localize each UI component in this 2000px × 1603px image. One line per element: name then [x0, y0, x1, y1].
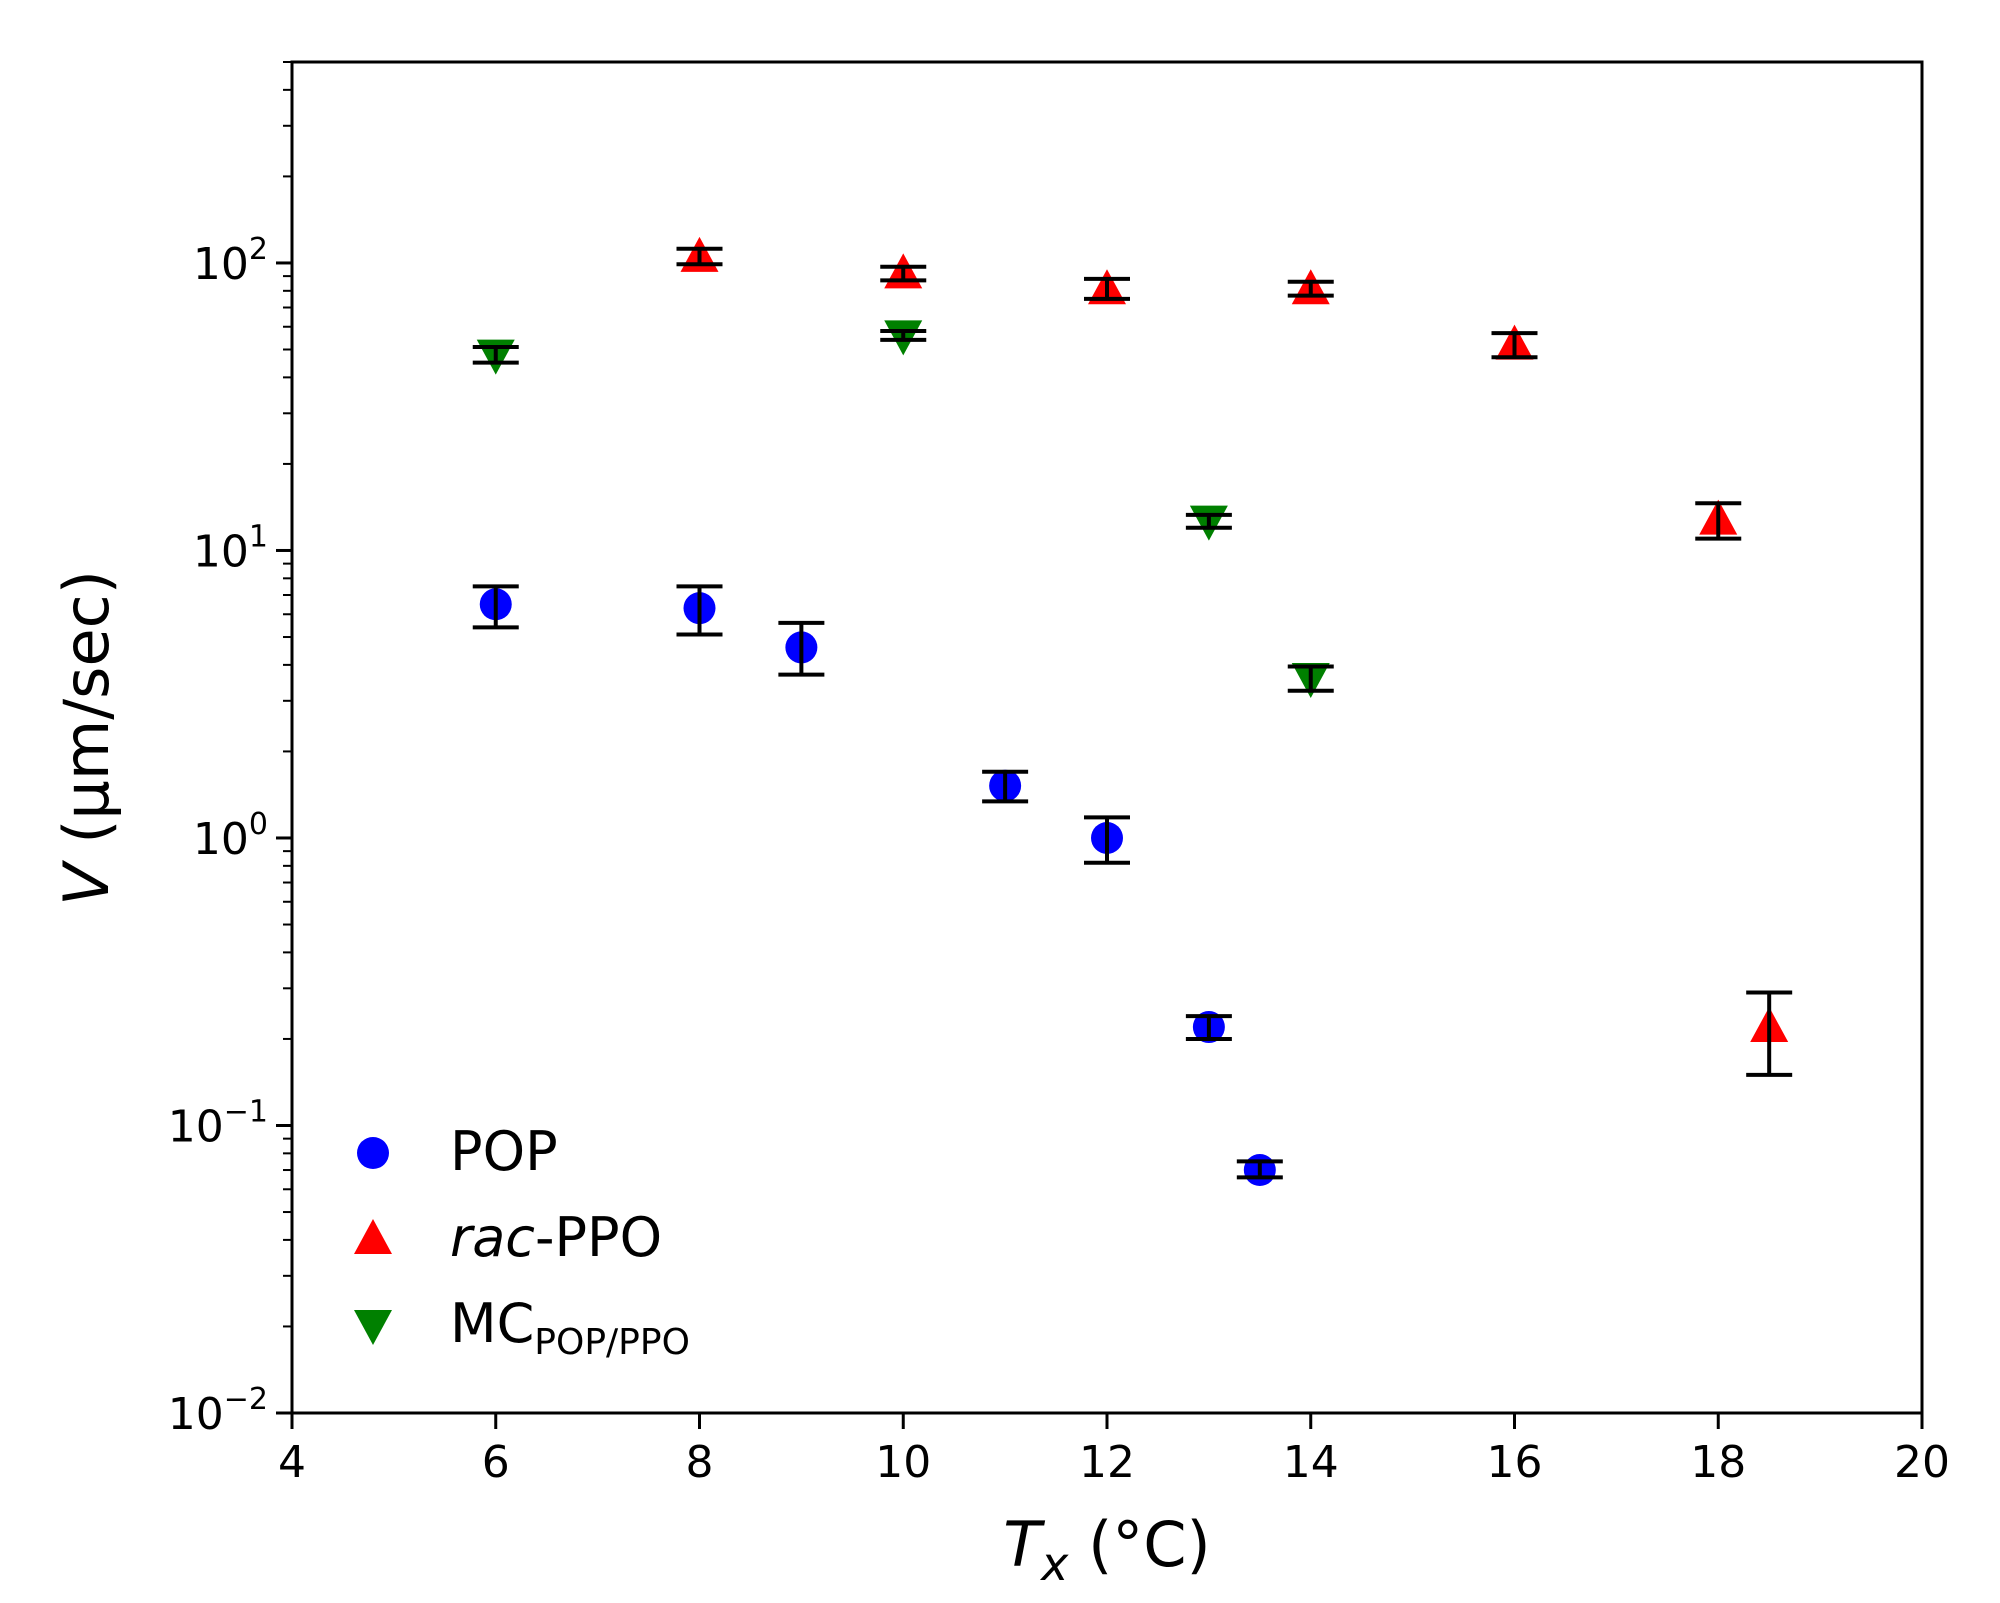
x-tick-label: 10	[875, 1437, 931, 1488]
legend-markers	[354, 1137, 392, 1345]
x-tick-label: 4	[278, 1437, 306, 1488]
y-tick-label: 100	[193, 807, 268, 865]
x-tick-label: 6	[482, 1437, 510, 1488]
legend: POP rac-PPO MCPOP/PPO	[354, 1120, 690, 1363]
y-tick-label: 10−2	[168, 1382, 268, 1440]
data-markers	[476, 236, 1789, 1187]
y-tick-label: 10−1	[168, 1094, 268, 1152]
legend-marker	[354, 1310, 392, 1345]
y-axis-label: V (μm/sec)	[50, 570, 123, 906]
x-tick-label: 18	[1690, 1437, 1746, 1488]
x-tick-label: 16	[1487, 1437, 1543, 1488]
error-bars	[472, 246, 1793, 1180]
x-axis-label: Tx (°C)	[1003, 1508, 1211, 1591]
y-tick-label: 102	[193, 232, 268, 290]
axis-ticks: 4 6 8 10 12 14 16 18 20 10−2 10−1 100 101 102	[168, 61, 1950, 1488]
legend-marker	[357, 1137, 389, 1169]
legend-marker	[354, 1219, 392, 1254]
x-tick-label: 14	[1283, 1437, 1339, 1488]
y-tick-label: 101	[193, 519, 268, 577]
plot-frame	[290, 60, 1924, 1415]
x-tick-label: 8	[686, 1437, 714, 1488]
legend-label-rac-ppo: rac-PPO	[450, 1206, 662, 1269]
legend-label-pop: POP	[450, 1120, 558, 1183]
legend-label-mc: MCPOP/PPO	[450, 1292, 690, 1363]
x-tick-label: 20	[1894, 1437, 1950, 1488]
x-tick-label: 12	[1079, 1437, 1135, 1488]
